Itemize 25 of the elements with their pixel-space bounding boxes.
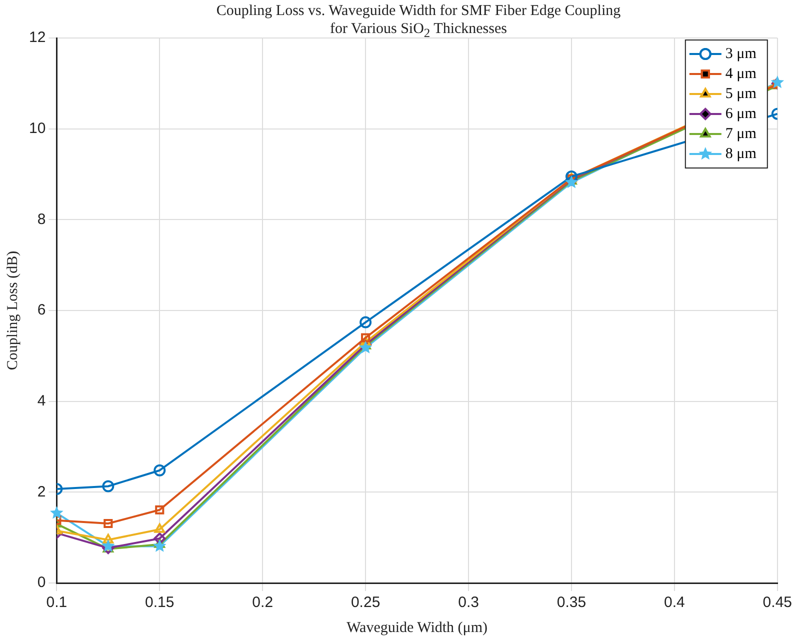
y-tick-label: 12	[28, 29, 46, 46]
chart-title: Coupling Loss vs. Waveguide Width for SMF Fiber Edge Coupling	[215, 3, 622, 20]
x-tick-label: 0.45	[762, 594, 792, 612]
x-tick-label: 0.35	[556, 594, 586, 612]
y-tick-label: 2	[37, 483, 46, 500]
x-tick-label: 0.2	[252, 594, 274, 612]
y-tick-label: 10	[28, 120, 46, 137]
x-tick-label: 0.1	[46, 594, 68, 612]
x-tick-label: 0.3	[458, 594, 479, 612]
legend-label: 4 μm	[725, 66, 757, 82]
legend-label: 5 μm	[725, 86, 757, 102]
y-tick-label: 6	[37, 302, 46, 319]
y-tick-label: 0	[37, 574, 46, 592]
x-axis-title: Waveguide Width (μm)	[346, 620, 488, 636]
legend-label: 8 μm	[725, 146, 757, 162]
legend-label: 7 μm	[725, 126, 757, 142]
y-tick-label: 4	[37, 392, 46, 410]
x-tick-label: 0.4	[664, 594, 685, 612]
legend-label: 6 μm	[725, 106, 757, 122]
x-tick-label: 0.15	[145, 594, 174, 612]
legend-label: 3 μm	[725, 46, 757, 62]
y-tick-label: 8	[37, 210, 46, 228]
chart-subtitle: for Various SiO$_{2}$ Thicknesses	[329, 21, 508, 41]
x-tick-label: 0.25	[350, 594, 380, 612]
y-axis-title: Coupling Loss (dB)	[4, 250, 21, 370]
